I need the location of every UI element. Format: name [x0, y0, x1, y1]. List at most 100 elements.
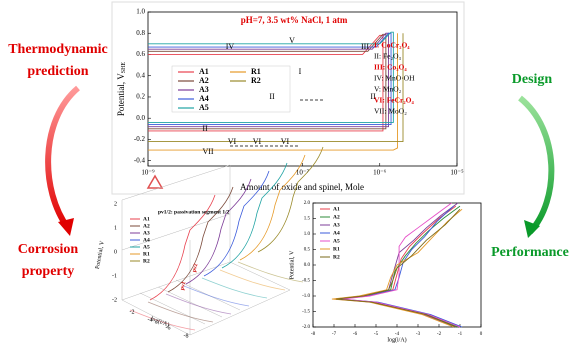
x-tick-label: -4 [148, 317, 153, 323]
x-tick-label: 10⁻⁹ [141, 169, 155, 177]
legend-label: A1 [199, 67, 209, 76]
x-axis-label: Amount of oxide and spinel, Mole [240, 182, 364, 192]
legend-label: A4 [143, 237, 150, 243]
x-axis-label: log(i/A) [387, 336, 406, 343]
arrow [518, 95, 555, 235]
arrow-head [58, 218, 74, 236]
series-line [148, 33, 399, 151]
z-tick-label: -2 [112, 297, 117, 303]
legend-label: A5 [199, 103, 209, 112]
3d-curve [221, 162, 288, 269]
legend-label: A2 [199, 76, 209, 85]
3d-curve [203, 170, 270, 277]
y-tick-label: 1.5 [304, 217, 311, 222]
z-tick-label: -1 [112, 273, 117, 279]
region-label: II [269, 92, 275, 101]
x-tick-label: -7 [332, 332, 337, 337]
phase-label: VII: MoO₂ [374, 107, 407, 116]
x-tick-label: 10⁻⁶ [373, 169, 387, 177]
series-line [336, 208, 461, 328]
series-line [148, 31, 394, 123]
x-tick-label: -5 [374, 332, 379, 337]
series-line [148, 33, 404, 143]
y-tick-label: -0.2 [134, 135, 146, 143]
side-label: property [22, 264, 75, 279]
3d-y-label: Potential, V [95, 240, 106, 270]
side-label: Corrosion [18, 242, 79, 257]
legend-label: R2 [143, 258, 150, 264]
y-label-sub: SHE [121, 62, 127, 74]
x-tick-label: 10⁻⁷ [296, 169, 310, 177]
series-line [342, 202, 461, 328]
3d-shadow [183, 285, 250, 307]
x-tick-label: -6 [353, 332, 358, 337]
region-label: II [370, 92, 376, 101]
region-label: II [202, 124, 208, 133]
legend-label: A4 [333, 230, 340, 236]
3d-curves [129, 146, 324, 331]
y-tick-label: 0.2 [136, 93, 145, 101]
z-tick-label: 0 [114, 249, 117, 255]
y-axis-label: Potential, V [289, 250, 295, 279]
y-axis-label: Potential, VSHE [116, 62, 127, 117]
phase-label: IV: MnO·OH [374, 74, 415, 83]
y-tick-label: -0.5 [302, 279, 310, 284]
3d-curve [239, 154, 306, 261]
legend-label: A3 [333, 222, 340, 228]
series-line [148, 34, 384, 132]
x-tick-label: -3 [416, 332, 421, 337]
arrow-head [524, 220, 540, 238]
legend-label: A1 [333, 206, 340, 212]
region-label: VI [281, 137, 290, 146]
legend-label: A5 [143, 244, 150, 250]
legend-label: A2 [143, 223, 150, 229]
x-tick-label: -2 [437, 332, 442, 337]
x-tick-label: 10⁻⁵ [450, 169, 464, 177]
phase-label: V: MnO₂ [374, 85, 402, 94]
region-label: VII [202, 147, 213, 156]
3d-shadow [201, 277, 268, 299]
logo [146, 174, 164, 189]
phase-label: III: Co₃O₄ [374, 63, 407, 72]
x-tick-label: -8 [311, 332, 316, 337]
pv-marker: pv1 [179, 281, 187, 291]
y-tick-label: 2.0 [304, 201, 311, 206]
legend-label: A1 [143, 216, 150, 222]
y-tick-label: -2.0 [302, 325, 310, 330]
y-tick-label: 0.0 [136, 114, 145, 122]
region-label: I [299, 67, 302, 76]
y-tick-label: -1.0 [302, 294, 310, 299]
dashed-arrow [230, 99, 325, 147]
region-label: V [289, 36, 295, 45]
panel-frame [111, 1, 465, 195]
legend-label: R1 [143, 251, 150, 257]
region-label: III [361, 42, 369, 51]
region-label: VI [253, 137, 262, 146]
legend-label: R2 [251, 76, 261, 85]
legend-label: R1 [251, 67, 261, 76]
legend-label: A3 [199, 85, 209, 94]
legend-label: A2 [333, 214, 340, 220]
arrow [45, 85, 81, 230]
3d-title: pv1/2: passivation segment 1/2 [158, 209, 230, 215]
x-tick-label: -8 [184, 333, 189, 339]
y-label: Potential, V [116, 73, 126, 116]
side-label: Thermodynamic [8, 42, 108, 57]
3d-curve [257, 146, 324, 253]
3d-shadow [165, 293, 232, 315]
region-label: IV [226, 42, 235, 51]
y-tick-label: 1.0 [136, 8, 145, 16]
chart-title: pH=7, 3.5 wt% NaCl, 1 atm [241, 15, 348, 25]
y-tick-label: 0.4 [136, 71, 145, 79]
y-tick-label: -1.5 [302, 310, 310, 315]
x-tick-label: -2 [130, 309, 135, 315]
phase-label: II: Fe₂O₃ [374, 52, 401, 61]
legend-box [171, 65, 291, 113]
series-line [331, 208, 463, 328]
y-tick-label: 0.8 [136, 29, 145, 37]
side-label: Design [512, 72, 553, 87]
phase-label: VI: FeCr₂O₄ [374, 96, 414, 105]
legend-label: R2 [333, 254, 340, 260]
y-tick-label: 0.5 [304, 248, 311, 253]
